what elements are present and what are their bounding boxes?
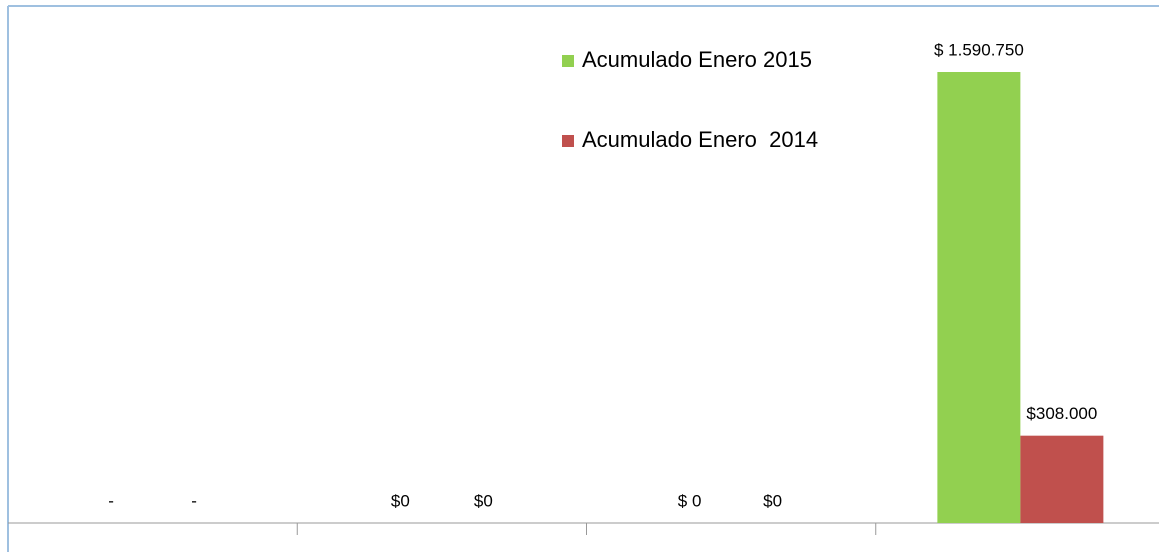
legend-swatch <box>562 135 574 147</box>
bar <box>1020 435 1104 523</box>
value-label: $0 <box>474 491 493 510</box>
legend-label: Acumulado Enero 2014 <box>582 127 818 152</box>
value-label: $ 1.590.750 <box>934 40 1024 59</box>
legend-swatch <box>562 55 574 67</box>
value-label: $ 0 <box>678 491 702 510</box>
value-label: - <box>191 491 197 510</box>
value-label: $0 <box>763 491 782 510</box>
bar <box>937 72 1021 523</box>
legend-label: Acumulado Enero 2015 <box>582 47 812 72</box>
value-label: $0 <box>391 491 410 510</box>
value-label: $308.000 <box>1026 404 1097 423</box>
value-label: - <box>108 491 114 510</box>
